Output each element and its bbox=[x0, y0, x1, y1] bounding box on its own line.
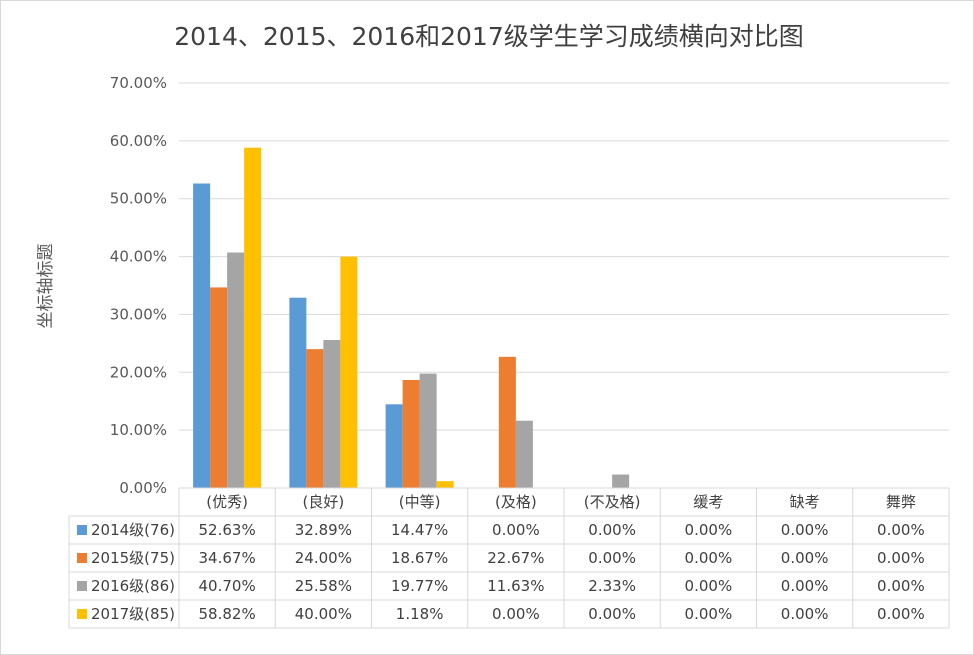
data-label: 0.00% bbox=[781, 549, 829, 567]
data-label: 58.82% bbox=[199, 605, 256, 623]
legend-swatch bbox=[77, 609, 87, 619]
category-label: (不及格) bbox=[584, 493, 641, 511]
y-tick-labels: 0.00% 10.00% 20.00% 30.00% 40.00% 50.00% 60.00… bbox=[110, 74, 167, 497]
legend-swatch bbox=[77, 581, 87, 591]
data-label: 0.00% bbox=[877, 549, 925, 567]
data-label: 19.77% bbox=[391, 577, 448, 595]
bar bbox=[210, 287, 228, 488]
data-label: 0.00% bbox=[685, 521, 733, 539]
y-tick-label: 40.00% bbox=[110, 248, 167, 266]
category-label: (及格) bbox=[495, 493, 537, 511]
bar bbox=[419, 373, 437, 488]
y-tick-label: 30.00% bbox=[110, 305, 167, 323]
y-tick-label: 0.00% bbox=[119, 479, 167, 497]
legend-entry: 2014级(76) bbox=[91, 521, 175, 539]
category-label: 缺考 bbox=[790, 493, 820, 511]
data-label: 11.63% bbox=[487, 577, 544, 595]
y-tick-label: 60.00% bbox=[110, 132, 167, 150]
data-label: 2.33% bbox=[588, 577, 636, 595]
bar bbox=[289, 297, 307, 488]
y-tick-label: 70.00% bbox=[110, 74, 167, 92]
data-label: 0.00% bbox=[492, 521, 540, 539]
category-label: (中等) bbox=[399, 493, 441, 511]
data-label: 18.67% bbox=[391, 549, 448, 567]
data-label: 0.00% bbox=[588, 549, 636, 567]
data-label: 0.00% bbox=[781, 577, 829, 595]
bars bbox=[193, 147, 630, 489]
bar bbox=[227, 252, 245, 488]
data-label: 0.00% bbox=[588, 521, 636, 539]
data-label: 22.67% bbox=[487, 549, 544, 567]
data-label: 24.00% bbox=[295, 549, 352, 567]
y-tick-label: 10.00% bbox=[110, 421, 167, 439]
data-label: 1.18% bbox=[396, 605, 444, 623]
legend-entry: 2017级(85) bbox=[91, 605, 175, 623]
data-label: 40.00% bbox=[295, 605, 352, 623]
data-label: 34.67% bbox=[199, 549, 256, 567]
y-tick-label: 50.00% bbox=[110, 190, 167, 208]
data-table: (优秀) (良好) (中等) (及格) (不及格) 缓考 缺考 舞弊 2014级(76) 52.6… bbox=[68, 487, 950, 629]
y-tick-label: 20.00% bbox=[110, 363, 167, 381]
data-label: 32.89% bbox=[295, 521, 352, 539]
data-label: 25.58% bbox=[295, 577, 352, 595]
bar bbox=[306, 349, 324, 488]
data-label: 0.00% bbox=[685, 577, 733, 595]
data-label: 52.63% bbox=[199, 521, 256, 539]
data-label: 0.00% bbox=[781, 521, 829, 539]
legend-entry: 2016级(86) bbox=[91, 577, 175, 595]
chart-title: 2014、2015、2016和2017级学生学习成绩横向对比图 bbox=[174, 22, 804, 51]
data-label: 0.00% bbox=[588, 605, 636, 623]
data-label: 0.00% bbox=[877, 605, 925, 623]
bar bbox=[244, 147, 262, 489]
bar bbox=[612, 474, 630, 488]
bar bbox=[385, 404, 403, 488]
data-label: 0.00% bbox=[877, 577, 925, 595]
data-label: 14.47% bbox=[391, 521, 448, 539]
bar bbox=[498, 356, 516, 488]
data-label: 40.70% bbox=[199, 577, 256, 595]
bar bbox=[193, 183, 211, 488]
bar bbox=[402, 379, 420, 488]
legend-swatch bbox=[77, 525, 87, 535]
category-label: 缓考 bbox=[693, 493, 723, 511]
data-label: 0.00% bbox=[492, 605, 540, 623]
data-label: 0.00% bbox=[685, 549, 733, 567]
bar bbox=[436, 481, 454, 488]
category-label: 舞弊 bbox=[886, 493, 916, 511]
category-label: (良好) bbox=[303, 493, 345, 511]
category-label: (优秀) bbox=[206, 493, 248, 511]
y-axis-label: 坐标轴标题 bbox=[36, 244, 56, 329]
data-label: 0.00% bbox=[877, 521, 925, 539]
data-label: 0.00% bbox=[685, 605, 733, 623]
bar bbox=[515, 420, 533, 488]
bar bbox=[323, 340, 341, 488]
data-label: 0.00% bbox=[781, 605, 829, 623]
legend-entry: 2015级(75) bbox=[91, 549, 175, 567]
legend-swatch bbox=[77, 553, 87, 563]
bar bbox=[340, 256, 358, 488]
